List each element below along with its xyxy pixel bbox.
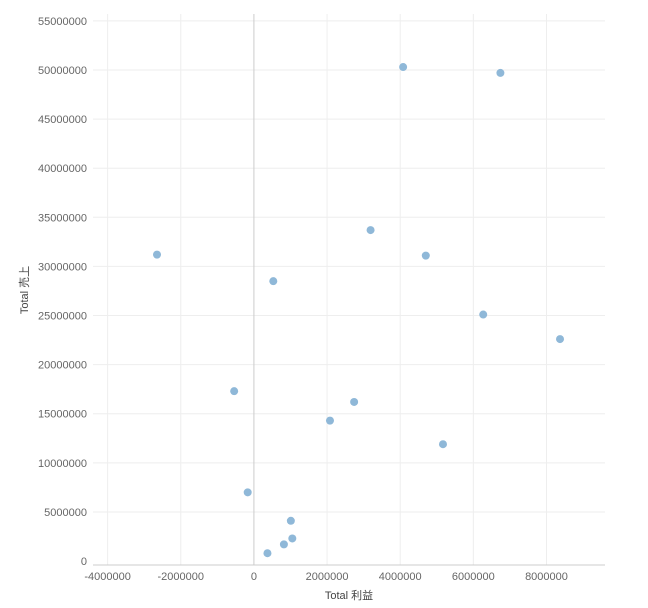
y-tick-label: 45000000 — [38, 114, 87, 126]
x-axis-title: Total 利益 — [325, 588, 373, 602]
y-gridlines — [93, 20, 605, 513]
data-point[interactable] — [325, 416, 334, 425]
y-tick-label: 0 — [81, 556, 87, 568]
y-tick-label: 15000000 — [38, 409, 87, 421]
data-point[interactable] — [286, 516, 295, 525]
y-tick-label: 30000000 — [38, 261, 87, 273]
data-point[interactable] — [350, 397, 359, 406]
y-axis-title: Total 売上 — [18, 266, 31, 314]
x-tick-label: 4000000 — [379, 571, 422, 583]
data-point[interactable] — [263, 549, 272, 558]
x-tick-label: -2000000 — [158, 571, 205, 583]
data-point[interactable] — [399, 63, 408, 72]
data-point[interactable] — [279, 540, 288, 549]
data-point[interactable] — [366, 226, 375, 235]
data-point[interactable] — [556, 335, 565, 344]
y-tick-label: 20000000 — [38, 360, 87, 372]
y-tick-label: 40000000 — [38, 163, 87, 175]
x-tick-label: 2000000 — [306, 571, 349, 583]
data-point[interactable] — [496, 68, 505, 77]
data-point[interactable] — [243, 488, 252, 497]
data-point[interactable] — [230, 387, 239, 396]
data-point[interactable] — [479, 310, 488, 319]
y-tick-label: 55000000 — [38, 16, 87, 28]
data-point[interactable] — [288, 534, 297, 543]
data-point[interactable] — [269, 277, 278, 286]
x-tick-label: -4000000 — [84, 571, 131, 583]
x-tick-label: 6000000 — [452, 571, 495, 583]
y-tick-label: 50000000 — [38, 65, 87, 77]
y-tick-label: 10000000 — [38, 458, 87, 470]
x-tick-label: 8000000 — [525, 571, 568, 583]
y-tick-label: 5000000 — [44, 507, 87, 519]
data-points — [153, 63, 565, 558]
y-tick-label: 35000000 — [38, 212, 87, 224]
y-tick-label: 25000000 — [38, 311, 87, 323]
data-point[interactable] — [153, 250, 161, 259]
data-point[interactable] — [421, 251, 430, 260]
data-point[interactable] — [438, 440, 447, 449]
x-gridlines — [107, 14, 547, 565]
y-axis-ticks: 0 5000000 10000000 15000000 20000000 25000000… — [38, 16, 87, 568]
x-axis-ticks: -4000000 -2000000 0 2000000 4000000 6000000 80… — [84, 571, 568, 583]
x-tick-label: 0 — [251, 571, 257, 583]
